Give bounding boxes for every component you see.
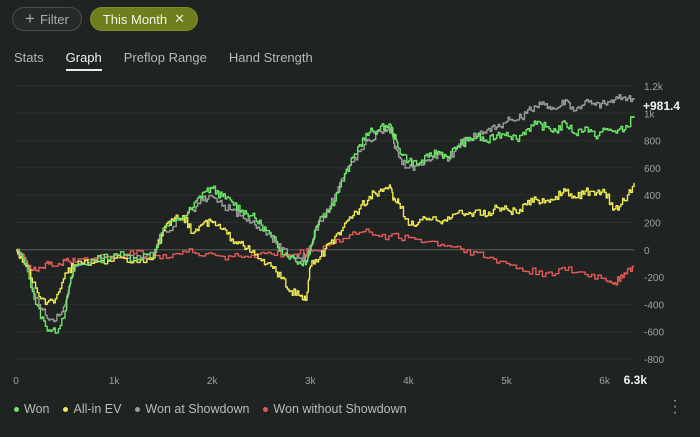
close-icon[interactable]: ✕ [174, 11, 186, 26]
series-line-won [16, 115, 635, 334]
x-tick-label: 2k [207, 376, 219, 387]
legend-dot-all-in-ev [63, 406, 69, 412]
y-tick-label: 400 [644, 191, 661, 202]
legend-item-won-at-showdown[interactable]: Won at Showdown [135, 402, 249, 416]
grid-lines [16, 85, 634, 360]
legend-label-won-at-showdown: Won at Showdown [145, 402, 250, 416]
y-tick-label: 1k [644, 109, 656, 120]
legend-dot-won-at-showdown [135, 406, 141, 412]
y-tick-label: 1.2k [644, 82, 664, 93]
y-tick-label: 0 [644, 246, 650, 257]
plus-icon: + [25, 8, 35, 28]
x-tick-label: 1k [109, 376, 121, 387]
x-tick-label: 6k [599, 376, 611, 387]
x-tick-label: 4k [403, 376, 415, 387]
series-line-won-without-showdown [16, 228, 635, 286]
this-month-chip[interactable]: This Month ✕ [89, 7, 199, 31]
legend-label-won: Won [24, 402, 50, 416]
legend-dot-won-without-showdown [263, 406, 269, 412]
legend-item-won-without-showdown[interactable]: Won without Showdown [263, 402, 407, 416]
y-axis-labels: 1.2k 1k 800 600 400 200 0 -200 -400 -600 -800 [644, 82, 664, 366]
legend-item-won[interactable]: Won [14, 402, 49, 416]
tab-preflop-range[interactable]: Preflop Range [123, 50, 207, 65]
x-axis-end-label: 6.3k [624, 373, 648, 387]
y-tick-label: -600 [644, 328, 664, 339]
x-tick-label: 5k [501, 376, 513, 387]
legend-item-all-in-ev[interactable]: All-in EV [63, 402, 121, 416]
filter-button[interactable]: + Filter [12, 7, 82, 31]
x-tick-label: 0 [13, 376, 19, 387]
y-tick-label: -400 [644, 300, 664, 311]
y-tick-label: 800 [644, 137, 661, 148]
legend-label-all-in-ev: All-in EV [73, 402, 122, 416]
x-axis-labels: 0 1k 2k 3k 4k 5k 6k [13, 376, 611, 387]
y-tick-label: -800 [644, 355, 664, 366]
legend-dot-won [14, 406, 19, 412]
y-tick-label: 600 [644, 164, 661, 175]
more-options-icon[interactable]: · · · [672, 392, 678, 421]
y-tick-label: -200 [644, 273, 664, 284]
series-lines [16, 94, 635, 334]
legend-label-won-without-showdown: Won without Showdown [273, 402, 407, 416]
legend: Won All-in EV Won at Showdown Won withou… [14, 402, 407, 416]
series-line-won-at-showdown [16, 94, 635, 323]
tab-bar: Stats Graph Preflop Range Hand Strength [14, 50, 313, 71]
y-tick-label: 200 [644, 219, 661, 230]
tab-stats[interactable]: Stats [14, 50, 44, 65]
this-month-label: This Month [102, 11, 168, 27]
tab-graph[interactable]: Graph [65, 50, 102, 71]
x-tick-label: 3k [305, 376, 317, 387]
tab-hand-strength[interactable]: Hand Strength [228, 50, 313, 65]
series-line-all-in-ev [16, 182, 635, 306]
filter-bar: + Filter This Month ✕ [12, 7, 199, 33]
filter-label: Filter [39, 11, 69, 27]
results-graph: 1.2k 1k 800 600 400 200 0 -200 -400 -600 -800 0 1k 2… [13, 82, 680, 387]
current-value-label: +981.4 [643, 99, 680, 113]
